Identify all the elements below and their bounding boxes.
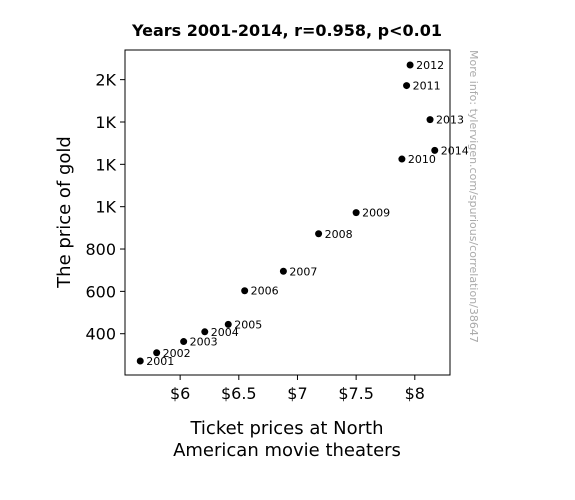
data-point xyxy=(153,349,161,357)
x-tick-label: $6 xyxy=(170,384,190,403)
data-point xyxy=(431,146,439,154)
data-point-label: 2003 xyxy=(190,336,218,349)
watermark: More info: tylervigen.com/spurious/corre… xyxy=(467,50,480,343)
data-point-label: 2011 xyxy=(413,80,441,93)
y-tick-label: 1K xyxy=(95,155,116,174)
y-tick-label: 800 xyxy=(85,240,116,259)
x-tick-label: $6.5 xyxy=(221,384,257,403)
plot-frame xyxy=(124,49,451,376)
data-point-label: 2008 xyxy=(325,228,353,241)
data-point-label: 2004 xyxy=(211,326,239,339)
data-point-label: 2014 xyxy=(441,144,469,157)
data-point xyxy=(406,61,414,69)
y-tick-label: 600 xyxy=(85,282,116,301)
chart-title: Years 2001-2014, r=0.958, p<0.01 xyxy=(131,21,442,40)
x-tick-label: $7.5 xyxy=(338,384,374,403)
y-tick-label: 400 xyxy=(85,325,116,344)
data-point-label: 2013 xyxy=(436,114,464,127)
data-point xyxy=(426,116,434,124)
data-point-label: 2007 xyxy=(289,265,317,278)
data-point-label: 2009 xyxy=(362,207,390,220)
y-tick-label: 2K xyxy=(95,71,116,90)
y-tick-label: 1K xyxy=(95,113,116,132)
data-point xyxy=(180,338,188,346)
data-point xyxy=(279,267,287,275)
data-point-label: 2006 xyxy=(251,285,279,298)
x-axis-label-line-1: Ticket prices at North xyxy=(189,418,383,439)
data-point xyxy=(136,357,144,365)
data-point xyxy=(201,328,209,336)
data-point-label: 2010 xyxy=(408,153,436,166)
y-axis: 400 600 800 1K 1K 1K 2K xyxy=(85,71,125,344)
plot-area xyxy=(124,49,451,376)
y-tick-label: 1K xyxy=(95,198,116,217)
x-tick-label: $7 xyxy=(287,384,307,403)
data-point xyxy=(352,209,360,217)
data-point-label: 2012 xyxy=(416,59,444,72)
y-axis-label: The price of gold xyxy=(54,136,75,289)
x-axis: $6 $6.5 $7 $7.5 $8 xyxy=(170,375,425,403)
data-point xyxy=(398,155,406,163)
data-point-label: 2002 xyxy=(163,347,191,360)
data-point-label: 2001 xyxy=(146,355,174,368)
x-tick-label: $8 xyxy=(405,384,425,403)
data-point xyxy=(241,287,249,295)
data-point xyxy=(224,320,232,328)
x-axis-label-line-2: American movie theaters xyxy=(173,440,401,461)
data-point-label: 2005 xyxy=(234,318,262,331)
data-point xyxy=(403,82,411,90)
data-point xyxy=(315,230,323,238)
